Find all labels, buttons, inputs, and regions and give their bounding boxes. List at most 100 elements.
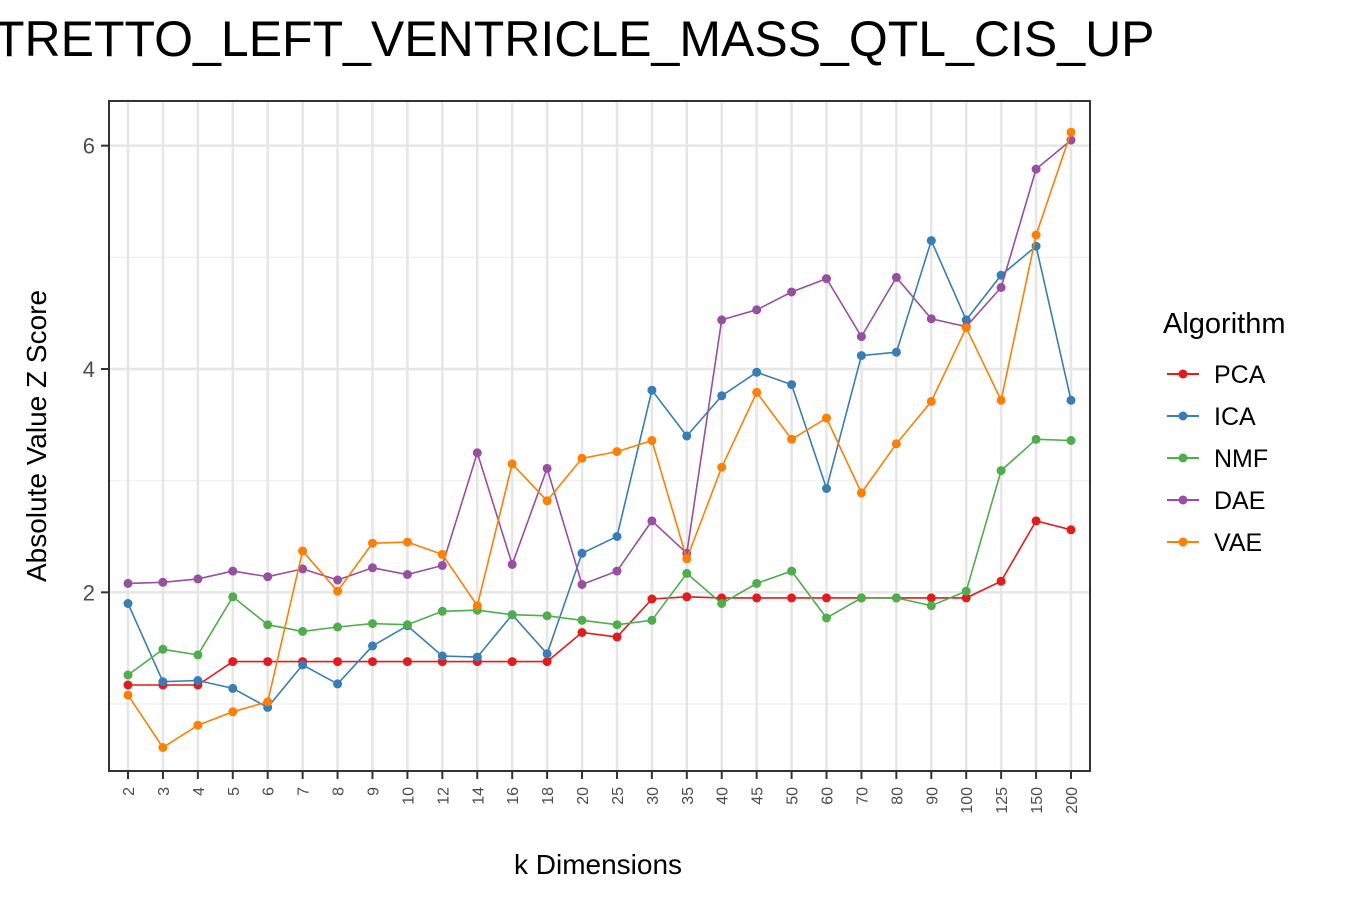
data-point-pca <box>124 681 133 690</box>
data-point-nmf <box>647 616 656 625</box>
data-point-vae <box>193 721 202 730</box>
data-point-vae <box>508 459 517 468</box>
data-point-pca <box>333 657 342 666</box>
data-point-pca <box>787 593 796 602</box>
legend-title: Algorithm <box>1163 308 1286 340</box>
x-tick-label: 16 <box>505 787 522 805</box>
legend-key-point <box>1179 496 1188 505</box>
x-tick-label: 25 <box>610 787 627 805</box>
data-point-nmf <box>263 620 272 629</box>
data-point-vae <box>298 547 307 556</box>
x-tick-label: 70 <box>854 787 871 805</box>
grid-lines <box>109 101 1090 771</box>
data-point-dae <box>787 288 796 297</box>
legend-item-nmf: NMF <box>1167 445 1268 473</box>
data-point-vae <box>787 435 796 444</box>
legend-key-point <box>1179 370 1188 379</box>
data-point-pca <box>1067 525 1076 534</box>
data-point-vae <box>647 436 656 445</box>
data-point-ica <box>892 348 901 357</box>
x-tick-label: 18 <box>540 787 557 805</box>
legend-item-pca: PCA <box>1167 361 1266 389</box>
data-point-dae <box>822 274 831 283</box>
data-point-dae <box>228 567 237 576</box>
y-axis: 2 4 6 <box>83 134 109 606</box>
x-tick-label: 125 <box>994 787 1011 814</box>
data-point-vae <box>228 707 237 716</box>
x-tick-label: 8 <box>331 787 348 796</box>
data-point-nmf <box>997 466 1006 475</box>
data-point-dae <box>124 579 133 588</box>
data-point-dae <box>647 516 656 525</box>
data-point-nmf <box>508 610 517 619</box>
data-point-ica <box>193 676 202 685</box>
x-tick-label: 2 <box>121 787 138 796</box>
legend-label: VAE <box>1214 529 1262 557</box>
data-point-ica <box>752 368 761 377</box>
data-point-vae <box>124 691 133 700</box>
x-tick-label: 150 <box>1029 787 1046 814</box>
x-tick-label: 5 <box>226 787 243 796</box>
data-point-nmf <box>752 579 761 588</box>
data-point-pca <box>822 593 831 602</box>
data-point-vae <box>613 447 622 456</box>
data-point-vae <box>857 488 866 497</box>
legend-label: ICA <box>1214 403 1256 431</box>
data-point-dae <box>717 315 726 324</box>
data-point-nmf <box>543 611 552 620</box>
data-point-pca <box>263 657 272 666</box>
data-point-ica <box>647 386 656 395</box>
data-point-nmf <box>403 620 412 629</box>
x-tick-label: 10 <box>400 787 417 805</box>
data-point-nmf <box>822 614 831 623</box>
data-point-ica <box>368 641 377 650</box>
data-point-pca <box>228 657 237 666</box>
x-tick-label: 35 <box>680 787 697 805</box>
data-point-pca <box>682 592 691 601</box>
data-point-pca <box>543 657 552 666</box>
x-tick-label: 100 <box>959 787 976 814</box>
data-point-vae <box>682 554 691 563</box>
data-point-vae <box>578 454 587 463</box>
data-point-nmf <box>1032 435 1041 444</box>
data-point-vae <box>1032 231 1041 240</box>
data-point-dae <box>333 576 342 585</box>
x-tick-label: 200 <box>1064 787 1081 814</box>
data-point-nmf <box>962 587 971 596</box>
data-point-nmf <box>613 620 622 629</box>
data-point-pca <box>578 628 587 637</box>
data-point-ica <box>473 653 482 662</box>
data-point-nmf <box>787 567 796 576</box>
data-point-ica <box>927 236 936 245</box>
data-point-pca <box>508 657 517 666</box>
y-tick-label: 4 <box>83 357 95 382</box>
y-axis-label: Absolute Value Z Score <box>21 290 52 582</box>
y-tick-label: 2 <box>83 580 95 605</box>
data-point-vae <box>717 463 726 472</box>
data-point-nmf <box>298 627 307 636</box>
legend: Algorithm PCA ICA NMF DAE VAE <box>1163 308 1286 557</box>
data-point-dae <box>473 448 482 457</box>
data-point-ica <box>717 391 726 400</box>
x-tick-label: 14 <box>470 787 487 805</box>
data-point-ica <box>787 380 796 389</box>
data-point-ica <box>682 432 691 441</box>
legend-label: DAE <box>1214 487 1265 515</box>
data-point-ica <box>158 677 167 686</box>
data-point-dae <box>368 563 377 572</box>
data-point-dae <box>543 464 552 473</box>
legend-key-point <box>1179 538 1188 547</box>
data-point-vae <box>543 496 552 505</box>
x-tick-label: 20 <box>575 787 592 805</box>
data-point-dae <box>508 560 517 569</box>
data-point-dae <box>158 578 167 587</box>
x-tick-label: 4 <box>191 787 208 796</box>
data-point-ica <box>543 649 552 658</box>
data-point-dae <box>997 283 1006 292</box>
data-point-nmf <box>228 592 237 601</box>
data-point-dae <box>927 314 936 323</box>
legend-key-point <box>1179 412 1188 421</box>
plot-background <box>109 101 1090 771</box>
data-point-dae <box>857 332 866 341</box>
